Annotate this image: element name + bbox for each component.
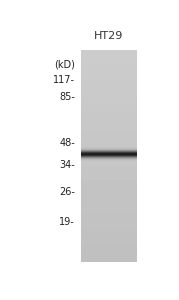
- Text: 19-: 19-: [59, 217, 75, 227]
- Text: 117-: 117-: [53, 75, 75, 85]
- Text: (kD): (kD): [54, 60, 75, 70]
- Text: 34-: 34-: [59, 160, 75, 170]
- Text: HT29: HT29: [94, 31, 123, 40]
- Text: 85-: 85-: [59, 92, 75, 102]
- Text: 26-: 26-: [59, 187, 75, 196]
- Text: 48-: 48-: [59, 138, 75, 148]
